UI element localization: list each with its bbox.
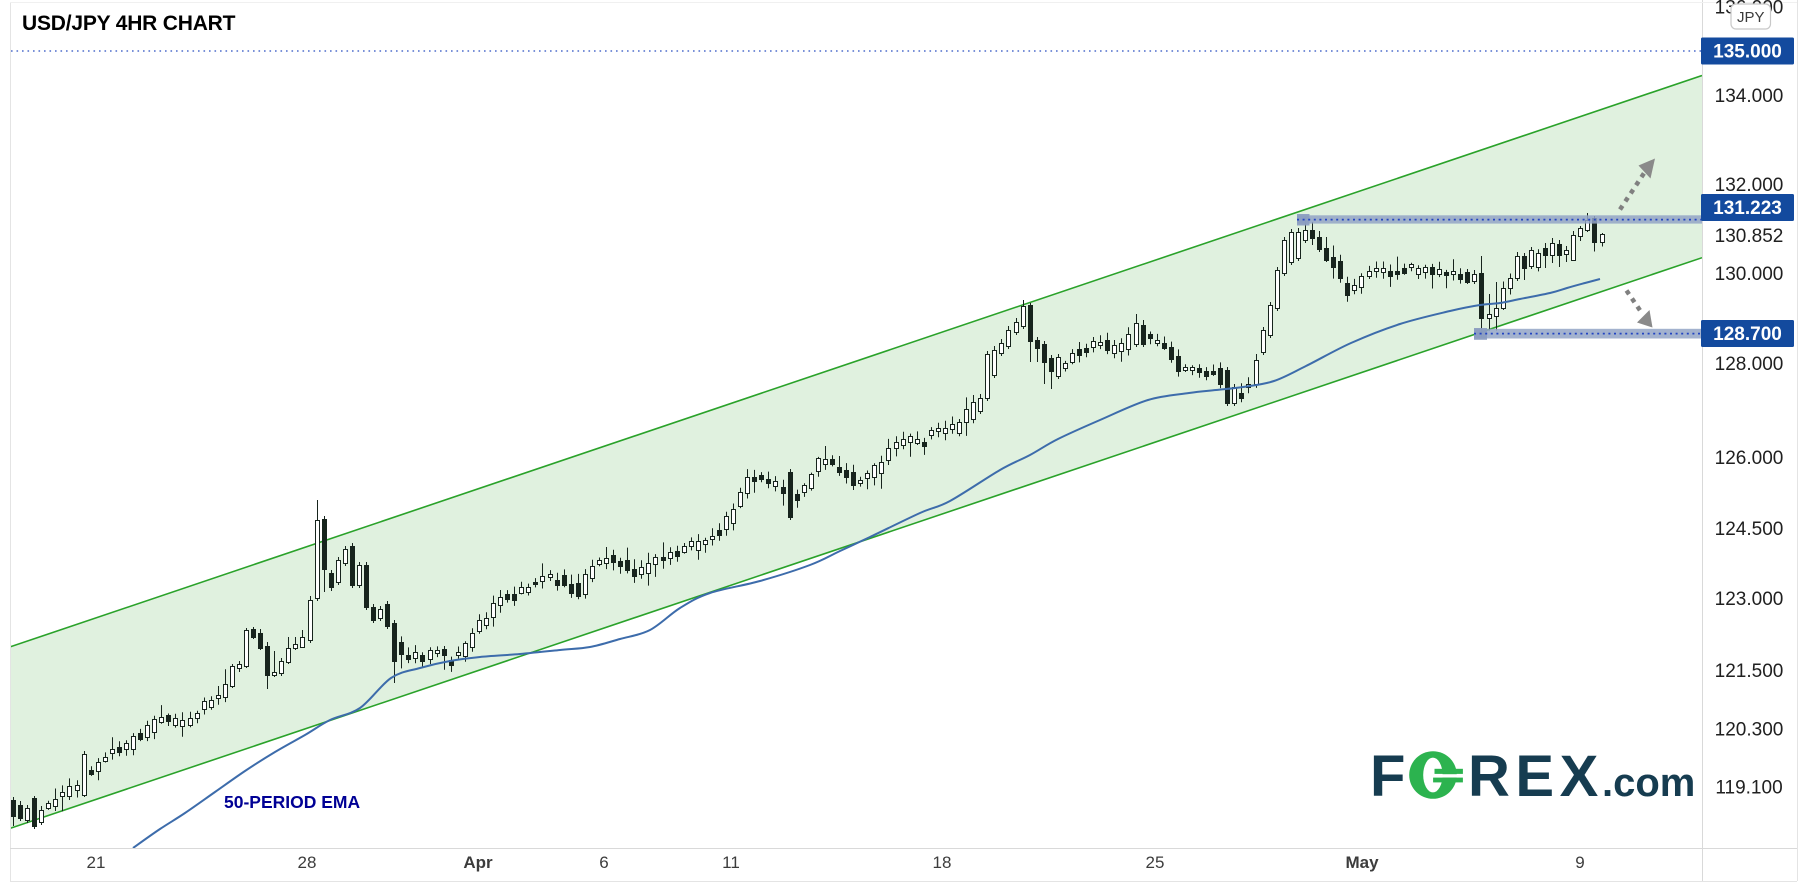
svg-text:134.000: 134.000 — [1715, 86, 1784, 107]
svg-text:130.852: 130.852 — [1715, 226, 1784, 247]
svg-text:Apr: Apr — [463, 853, 493, 872]
svg-text:123.000: 123.000 — [1715, 589, 1784, 610]
svg-text:130.000: 130.000 — [1715, 264, 1784, 285]
svg-text:50-PERIOD EMA: 50-PERIOD EMA — [224, 792, 360, 812]
svg-text:128.000: 128.000 — [1715, 354, 1784, 375]
svg-text:128.700: 128.700 — [1713, 324, 1782, 345]
svg-text:21: 21 — [87, 853, 106, 872]
svg-text:May: May — [1345, 853, 1379, 872]
svg-text:132.000: 132.000 — [1715, 175, 1784, 196]
svg-text:.com: .com — [1602, 761, 1695, 805]
svg-text:131.223: 131.223 — [1713, 198, 1782, 219]
svg-text:120.300: 120.300 — [1715, 719, 1784, 740]
svg-text:28: 28 — [298, 853, 317, 872]
svg-text:135.000: 135.000 — [1713, 42, 1782, 63]
svg-text:F: F — [1370, 744, 1405, 809]
svg-text:9: 9 — [1575, 853, 1584, 872]
svg-text:6: 6 — [599, 853, 608, 872]
svg-text:USD/JPY 4HR CHART: USD/JPY 4HR CHART — [22, 12, 236, 35]
svg-text:18: 18 — [933, 853, 952, 872]
svg-text:119.100: 119.100 — [1715, 778, 1782, 799]
svg-text:124.500: 124.500 — [1715, 519, 1784, 540]
svg-text:REX: REX — [1468, 744, 1604, 809]
svg-text:11: 11 — [722, 853, 740, 872]
svg-text:25: 25 — [1146, 853, 1165, 872]
svg-text:121.500: 121.500 — [1715, 661, 1784, 682]
svg-text:JPY: JPY — [1737, 9, 1765, 26]
svg-text:126.000: 126.000 — [1715, 448, 1784, 469]
